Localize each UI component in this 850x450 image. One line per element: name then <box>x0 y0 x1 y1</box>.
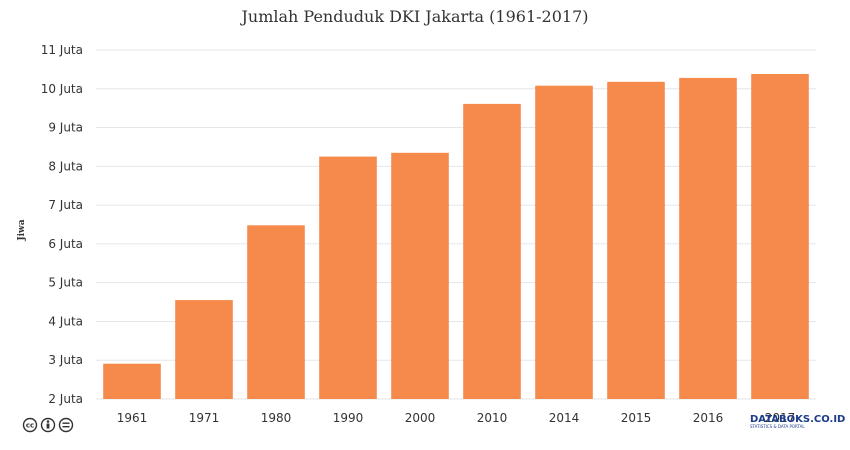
bar-2010[interactable] <box>463 103 521 400</box>
y-tick-label-6: 8 Juta <box>48 159 83 173</box>
bar-2015[interactable] <box>607 81 665 400</box>
x-tick-label-1990: 1990 <box>333 411 364 425</box>
no-derivatives-icon <box>58 417 74 433</box>
creative-commons-icon: cc <box>22 417 38 433</box>
x-tick-label-2000: 2000 <box>405 411 436 425</box>
y-tick-label-0: 2 Juta <box>48 392 83 406</box>
brand-tagline: STATISTICS & DATA PORTAL <box>750 424 805 429</box>
bar-1980[interactable] <box>247 225 305 399</box>
bar-2016[interactable] <box>679 77 737 400</box>
bar-1971[interactable] <box>175 300 233 399</box>
y-tick-label-4: 6 Juta <box>48 237 83 251</box>
license-icons: cc <box>22 417 74 433</box>
x-tick-label-2015: 2015 <box>621 411 652 425</box>
bars <box>103 74 809 400</box>
x-tick-label-2017: 2017 <box>765 411 796 425</box>
y-tick-label-5: 7 Juta <box>48 198 83 212</box>
attribution-icon <box>40 417 56 433</box>
x-tick-label-2014: 2014 <box>549 411 580 425</box>
x-tick-label-1961: 1961 <box>117 411 148 425</box>
x-tick-label-2016: 2016 <box>693 411 724 425</box>
brand-name: DATABOKS.CO.ID <box>750 414 845 425</box>
bar-2000[interactable] <box>391 152 449 399</box>
bar-2014[interactable] <box>535 85 593 399</box>
y-tick-label-7: 9 Juta <box>48 121 83 135</box>
y-tick-label-1: 3 Juta <box>48 353 83 367</box>
x-tick-label-1980: 1980 <box>261 411 292 425</box>
y-axis-label: Jiwa <box>17 219 27 241</box>
bar-1990[interactable] <box>319 156 377 399</box>
y-tick-label-2: 4 Juta <box>48 314 83 328</box>
x-tick-label-1971: 1971 <box>189 411 220 425</box>
y-axis-ticks: 2 Juta 3 Juta 4 Juta 5 Juta 6 Juta 7 Juta 8 Ju… <box>41 43 83 406</box>
bar-2017[interactable] <box>751 74 809 399</box>
y-tick-label-3: 5 Juta <box>48 276 83 290</box>
bar-1961[interactable] <box>103 363 161 399</box>
x-tick-label-2010: 2010 <box>477 411 508 425</box>
x-axis-ticks: 1961 1971 1980 1990 2000 2010 2014 2015 2016 2017 <box>117 411 796 425</box>
svg-text:cc: cc <box>26 422 34 430</box>
chart-title: Jumlah Penduduk DKI Jakarta (1961-2017) <box>239 7 588 26</box>
y-tick-label-9: 11 Juta <box>41 43 83 57</box>
y-tick-label-8: 10 Juta <box>41 82 83 96</box>
brand-logo: DATABOKS.CO.ID STATISTICS & DATA PORTAL <box>750 414 845 429</box>
